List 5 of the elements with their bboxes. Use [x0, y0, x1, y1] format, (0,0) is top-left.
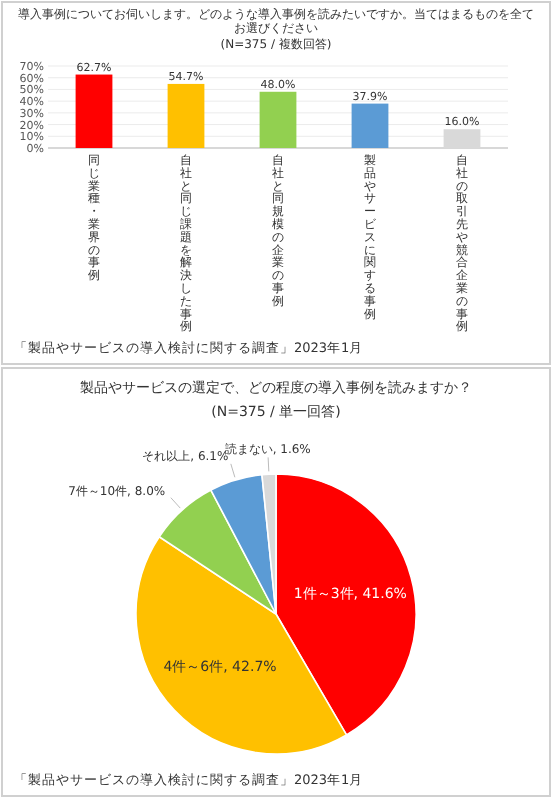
bar	[259, 91, 297, 148]
bar	[75, 74, 113, 148]
bar	[443, 129, 481, 148]
bar	[351, 103, 389, 148]
bar	[167, 83, 205, 148]
